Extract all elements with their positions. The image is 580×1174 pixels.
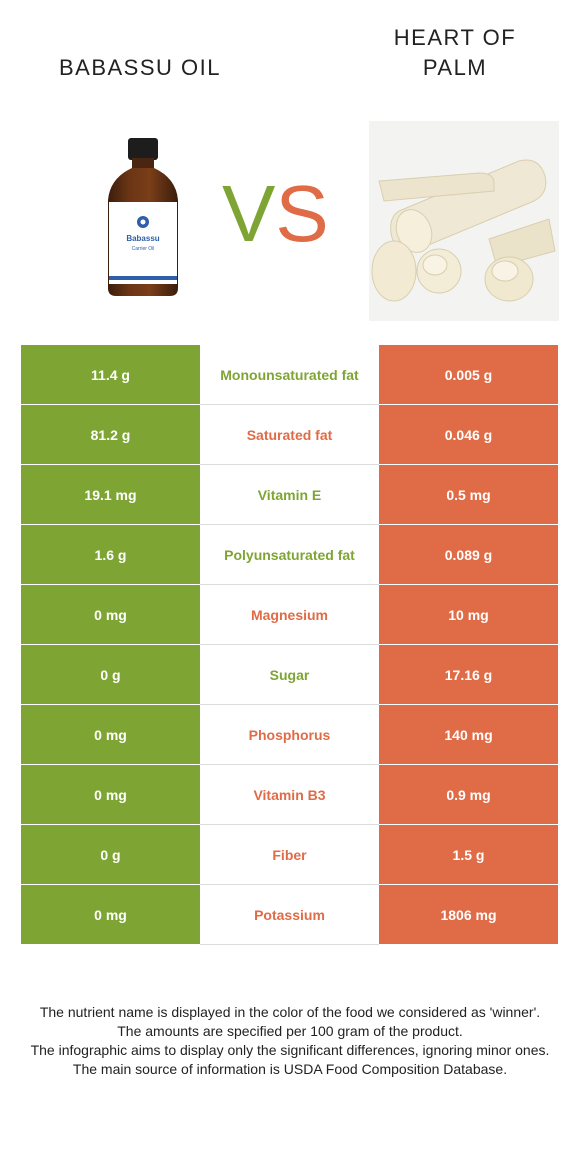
nutrient-name-cell: Sugar [200,645,379,705]
table-row: 0 mg Phosphorus 140 mg [21,705,558,765]
babassu-oil-bottle-image: Babassu Carrier Oil [108,138,178,296]
bottle-brand-text: Babassu [126,234,159,243]
right-value-cell: 1806 mg [379,885,558,945]
right-value-cell: 10 mg [379,585,558,645]
right-food-title-line2: PALM [422,55,488,80]
nutrient-name-cell: Fiber [200,825,379,885]
right-value-cell: 1.5 g [379,825,558,885]
right-value-cell: 0.089 g [379,525,558,585]
nutrient-name-cell: Polyunsaturated fat [200,525,379,585]
right-value-cell: 140 mg [379,705,558,765]
left-value-cell: 0 g [21,645,200,705]
right-food-title-line1: HEART OF [393,25,517,50]
right-value-cell: 0.005 g [379,345,558,405]
nutrient-name-cell: Vitamin B3 [200,765,379,825]
left-value-cell: 0 g [21,825,200,885]
table-row: 11.4 g Monounsaturated fat 0.005 g [21,345,558,405]
footer-notes: The nutrient name is displayed in the co… [18,1003,562,1079]
left-value-cell: 11.4 g [21,345,200,405]
right-food-title: HEART OF PALM [350,23,560,83]
table-row: 81.2 g Saturated fat 0.046 g [21,405,558,465]
left-value-cell: 0 mg [21,705,200,765]
footer-line-2: The amounts are specified per 100 gram o… [117,1023,463,1039]
left-value-cell: 0 mg [21,765,200,825]
left-value-cell: 0 mg [21,885,200,945]
right-value-cell: 17.16 g [379,645,558,705]
right-value-cell: 0.5 mg [379,465,558,525]
comparison-table: 11.4 g Monounsaturated fat 0.005 g 81.2 g Sa… [21,345,558,945]
bottle-subtitle-text: Carrier Oil [132,246,155,252]
vs-label: VS [222,169,329,258]
footer-line-1: The nutrient name is displayed in the co… [39,1004,541,1020]
table-row: 1.6 g Polyunsaturated fat 0.089 g [21,525,558,585]
nutrient-name-cell: Potassium [200,885,379,945]
nutrient-name-cell: Magnesium [200,585,379,645]
left-value-cell: 81.2 g [21,405,200,465]
table-row: 0 mg Vitamin B3 0.9 mg [21,765,558,825]
right-value-cell: 0.046 g [379,405,558,465]
left-value-cell: 0 mg [21,585,200,645]
nutrient-name-cell: Saturated fat [200,405,379,465]
heart-of-palm-image [369,121,559,321]
table-row: 0 g Fiber 1.5 g [21,825,558,885]
nutrient-name-cell: Monounsaturated fat [200,345,379,405]
left-food-title: BABASSU OIL [58,55,221,80]
nutrient-name-cell: Vitamin E [200,465,379,525]
table-row: 0 g Sugar 17.16 g [21,645,558,705]
right-value-cell: 0.9 mg [379,765,558,825]
footer-line-3: The infographic aims to display only the… [30,1042,550,1058]
table-row: 0 mg Magnesium 10 mg [21,585,558,645]
nutrient-name-cell: Phosphorus [200,705,379,765]
footer-line-4: The main source of information is USDA F… [72,1061,508,1077]
table-row: 0 mg Potassium 1806 mg [21,885,558,945]
left-value-cell: 1.6 g [21,525,200,585]
table-row: 19.1 mg Vitamin E 0.5 mg [21,465,558,525]
left-value-cell: 19.1 mg [21,465,200,525]
